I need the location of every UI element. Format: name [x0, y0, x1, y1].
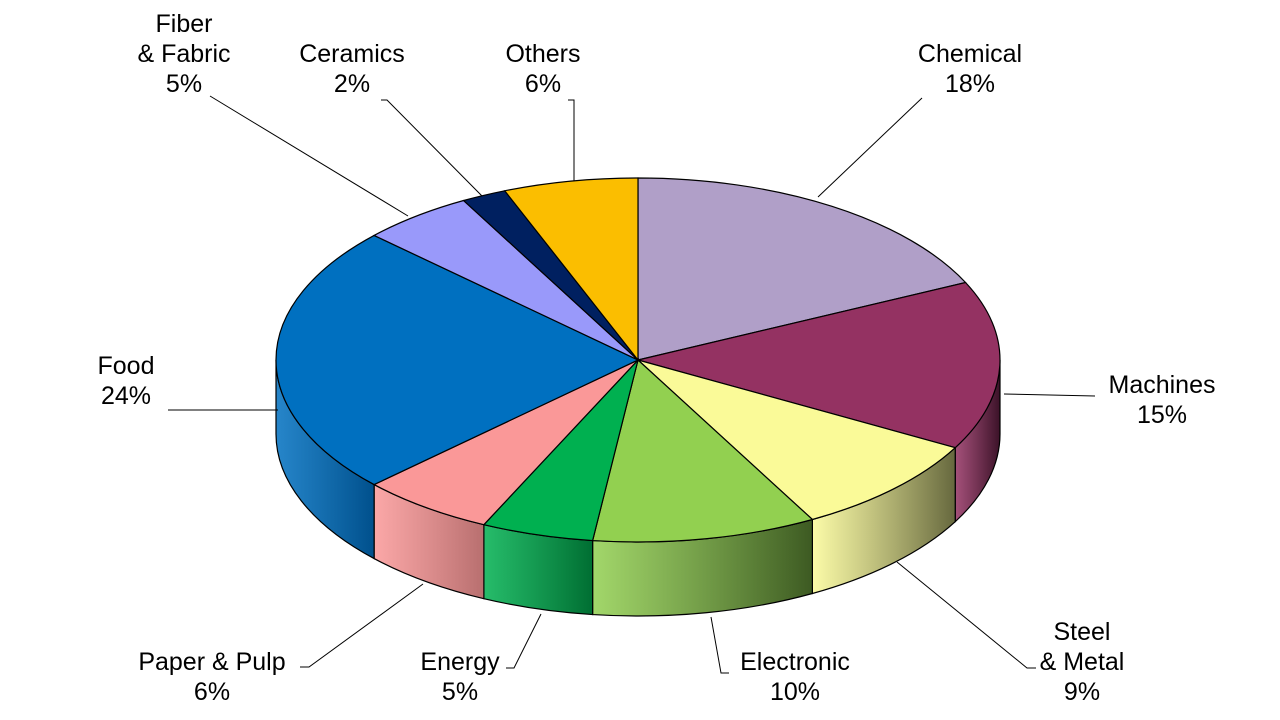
leader-line — [568, 99, 575, 181]
pie-slice-food — [275, 234, 640, 486]
slice-label: 18% — [945, 70, 995, 98]
slice-label: Ceramics — [299, 40, 405, 68]
slice-label: 5% — [442, 678, 478, 706]
slice-label: Paper & Pulp — [138, 648, 285, 676]
slice-label: Fiber — [156, 10, 213, 38]
slice-label: Steel — [1054, 618, 1111, 646]
leader-line — [896, 561, 1036, 669]
leader-line — [710, 616, 729, 674]
slice-label: 9% — [1064, 678, 1100, 706]
slice-label: Energy — [420, 648, 500, 676]
slice-label: Electronic — [740, 648, 850, 676]
slice-label: Others — [505, 40, 580, 68]
slice-label: 24% — [101, 382, 151, 410]
pie-top — [275, 177, 1001, 543]
leader-line — [300, 583, 424, 668]
pie-slice-steel-metal — [637, 359, 957, 521]
slice-label: & Metal — [1040, 648, 1125, 676]
slice-label: Chemical — [918, 40, 1022, 68]
pie-slice-paper-pulp — [372, 359, 639, 526]
slice-label: & Fabric — [137, 40, 230, 68]
slice-label: 6% — [194, 678, 230, 706]
slice-label: Food — [98, 352, 155, 380]
slice-label: 10% — [770, 678, 820, 706]
slice-label: 15% — [1137, 401, 1187, 429]
leader-line — [1003, 393, 1096, 397]
leader-line — [381, 99, 483, 197]
leader-lines — [168, 95, 1096, 674]
slice-label: Machines — [1109, 371, 1216, 399]
pie-sides — [275, 359, 1001, 617]
slice-label: 5% — [166, 70, 202, 98]
leader-line — [506, 613, 542, 669]
pie-slice-machines — [637, 281, 1001, 449]
slice-label: 6% — [525, 70, 561, 98]
pie-slice-chemical — [637, 177, 967, 361]
pie-slice-others — [503, 177, 639, 362]
pie-slice-electronic — [591, 358, 814, 543]
leader-line — [817, 97, 923, 198]
leader-line — [209, 95, 409, 217]
slice-label: 2% — [334, 70, 370, 98]
